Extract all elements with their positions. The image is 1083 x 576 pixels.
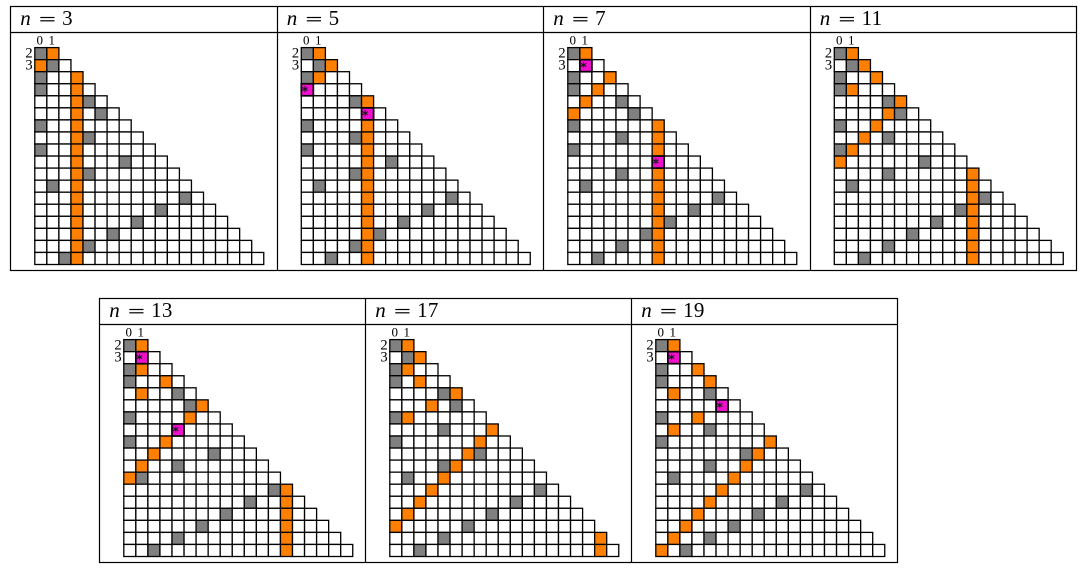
svg-text:5: 5 xyxy=(329,6,340,30)
svg-text:n: n xyxy=(109,298,120,322)
svg-text:3: 3 xyxy=(62,6,73,30)
svg-text:n: n xyxy=(553,6,564,30)
svg-text:2: 2 xyxy=(558,45,565,61)
svg-text:0: 0 xyxy=(657,325,664,340)
svg-text:3: 3 xyxy=(825,57,832,73)
svg-text:13: 13 xyxy=(151,298,173,322)
svg-text:n: n xyxy=(641,298,652,322)
svg-text:1: 1 xyxy=(404,325,411,340)
svg-text:n: n xyxy=(287,6,298,30)
svg-text:0: 0 xyxy=(36,33,43,48)
svg-text:2: 2 xyxy=(380,337,387,353)
svg-text:2: 2 xyxy=(646,337,653,353)
svg-text:0: 0 xyxy=(303,33,310,48)
svg-text:3: 3 xyxy=(380,349,387,365)
svg-text:1: 1 xyxy=(138,325,145,340)
svg-text:n: n xyxy=(375,298,386,322)
svg-text:0: 0 xyxy=(125,325,132,340)
svg-text:3: 3 xyxy=(114,349,121,365)
svg-text:0: 0 xyxy=(569,33,576,48)
svg-text:1: 1 xyxy=(670,325,677,340)
svg-text:11: 11 xyxy=(862,6,883,30)
svg-text:n: n xyxy=(820,6,831,30)
svg-text:7: 7 xyxy=(595,6,606,30)
svg-text:1: 1 xyxy=(49,33,56,48)
svg-text:2: 2 xyxy=(25,45,32,61)
svg-text:3: 3 xyxy=(646,349,653,365)
svg-text:0: 0 xyxy=(391,325,398,340)
svg-text:0: 0 xyxy=(836,33,843,48)
svg-text:3: 3 xyxy=(25,57,32,73)
svg-text:1: 1 xyxy=(848,33,855,48)
svg-text:3: 3 xyxy=(292,57,299,73)
svg-text:1: 1 xyxy=(582,33,589,48)
svg-text:n: n xyxy=(20,6,31,30)
svg-text:3: 3 xyxy=(558,57,565,73)
svg-text:1: 1 xyxy=(315,33,322,48)
svg-text:2: 2 xyxy=(825,45,832,61)
svg-text:2: 2 xyxy=(114,337,121,353)
svg-text:17: 17 xyxy=(417,298,439,322)
svg-text:2: 2 xyxy=(292,45,299,61)
svg-text:19: 19 xyxy=(683,298,705,322)
